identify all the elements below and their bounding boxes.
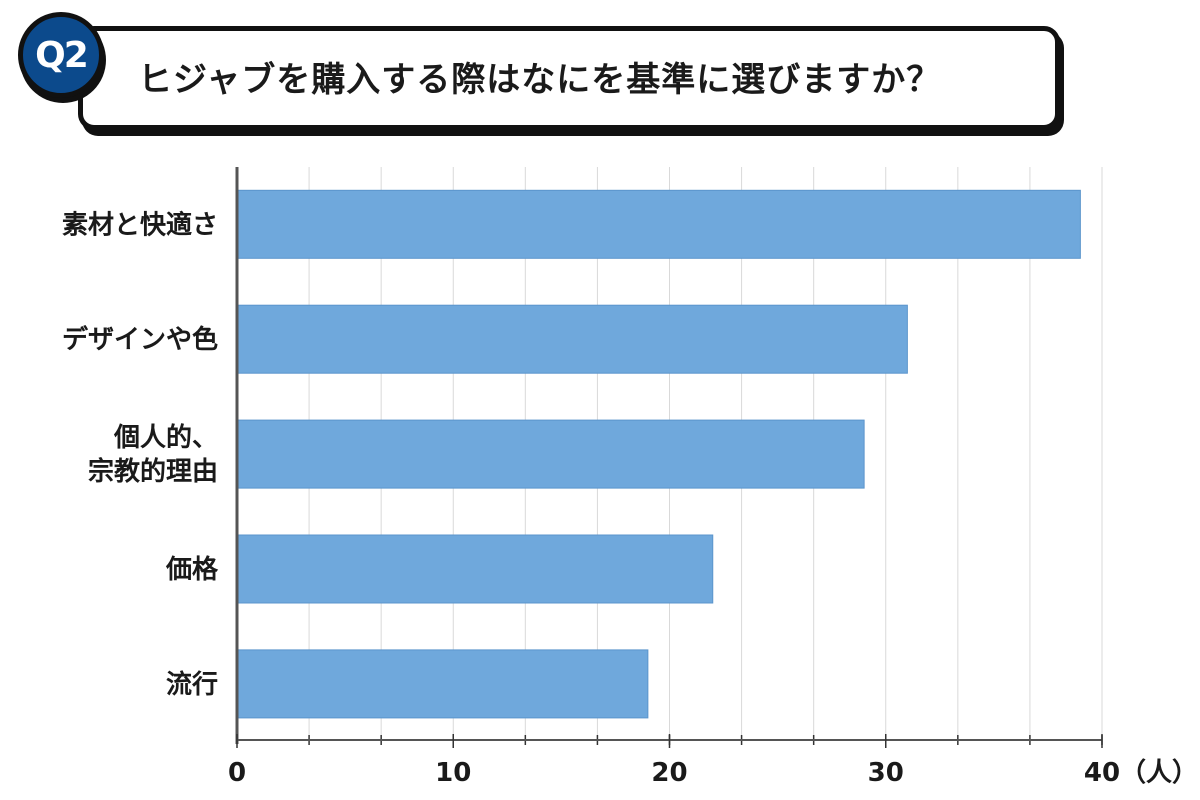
bar: [236, 534, 714, 604]
bar: [236, 189, 1081, 259]
x-tick-label: 30: [868, 758, 904, 788]
x-tick-label: 20: [651, 758, 687, 788]
category-label: 個人的、: [113, 422, 218, 453]
category-label: 宗教的理由: [88, 456, 218, 487]
bar: [236, 419, 865, 489]
question-badge: Q2: [18, 12, 104, 98]
bar: [236, 649, 649, 719]
category-label: 価格: [165, 554, 219, 585]
x-tick-label: 40: [1084, 758, 1120, 788]
title-box: [78, 26, 1060, 130]
category-label: デザインや色: [62, 324, 218, 355]
x-tick-label: 10: [435, 758, 471, 788]
category-label: 流行: [166, 669, 218, 700]
category-label: 素材と快適さ: [62, 209, 218, 240]
chart-title: ヒジャブを購入する際はなにを基準に選びますか？: [138, 60, 942, 100]
x-tick-label: 0: [228, 758, 246, 788]
x-unit-label: （人）: [1120, 758, 1198, 788]
bar: [236, 304, 908, 374]
